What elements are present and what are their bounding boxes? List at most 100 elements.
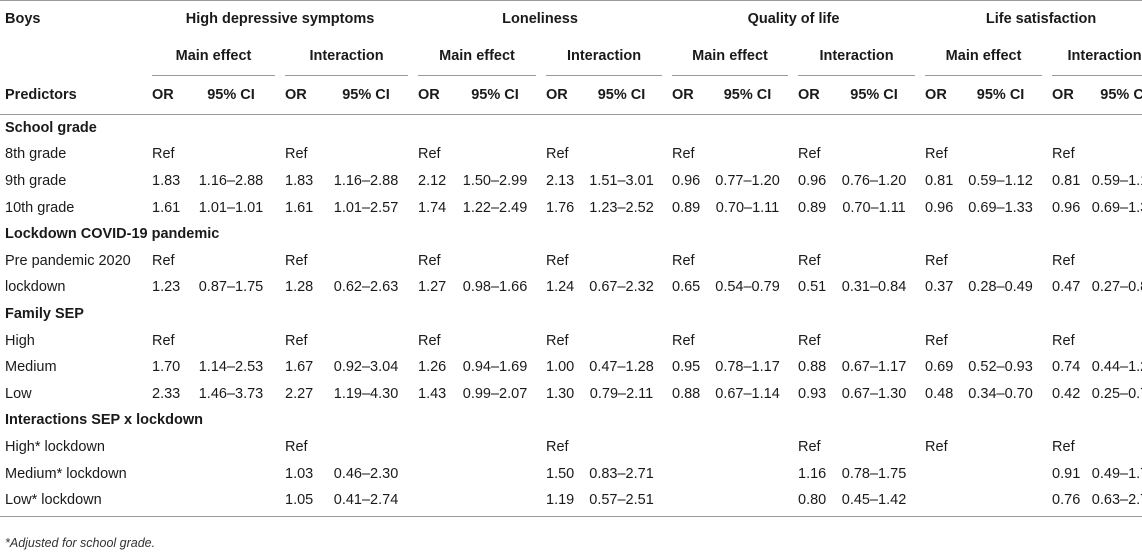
outcome-label: High depressive symptoms: [185, 11, 375, 28]
effect-header: Interaction: [280, 38, 413, 76]
effect-header: Main effect: [667, 38, 793, 76]
or-cell: 1.05: [285, 492, 314, 509]
ci-cell: 0.63–2.75: [1091, 492, 1142, 509]
or-cell: Ref: [925, 252, 948, 269]
ci-cell: [576, 434, 667, 461]
ci-cell: 1.14–2.53: [198, 359, 264, 376]
or-cell: Ref: [1052, 332, 1075, 349]
or-cell: Ref: [546, 146, 569, 163]
or-cell: 1.67: [285, 359, 314, 376]
ci-cell: 0.98–1.66: [462, 279, 528, 296]
or-cell: 0.89: [672, 199, 701, 216]
ci-cell: 0.67–2.32: [589, 279, 654, 296]
or-cell: [920, 487, 954, 514]
effect-label: Main effect: [925, 38, 1043, 76]
table-body: School grade 8th grade Ref Ref Ref Ref Ref Ref R…: [0, 115, 1142, 514]
ci-cell: 0.31–0.84: [841, 279, 907, 296]
ci-cell: 1.16–2.88: [333, 172, 399, 189]
or-cell: Ref: [285, 146, 308, 163]
or-header: OR: [920, 75, 955, 115]
or-cell: Ref: [418, 332, 441, 349]
or-cell: 1.28: [285, 279, 314, 296]
results-table: Boys High depressive symptoms Loneliness…: [0, 0, 1142, 514]
or-cell: [667, 460, 702, 487]
or-cell: 0.88: [798, 359, 827, 376]
section-title: Lockdown COVID-19 pandemic: [5, 226, 220, 243]
table-row: Pre pandemic 2020 Ref Ref Ref Ref Ref Ref Ref Re…: [0, 247, 1142, 274]
or-cell: 0.47: [1052, 279, 1081, 296]
table-row: 10th grade 1.61 1.01–1.01 1.61 1.01–2.57 1.74…: [0, 194, 1142, 221]
ci-cell: [319, 434, 413, 461]
row-label: Pre pandemic 2020: [5, 252, 131, 269]
ci-cell: 1.46–3.73: [198, 385, 264, 402]
or-cell: 1.70: [152, 359, 181, 376]
row-label: High* lockdown: [5, 438, 105, 455]
or-cell: [413, 460, 449, 487]
ci-cell: 0.87–1.75: [198, 279, 264, 296]
ci-cell: 1.22–2.49: [462, 199, 528, 216]
or-cell: Ref: [925, 332, 948, 349]
ci-cell: [1086, 247, 1142, 274]
or-cell: Ref: [672, 146, 695, 163]
table-row: Medium* lockdown 1.03 0.46–2.30 1.50 0.83–2.…: [0, 460, 1142, 487]
or-cell: [147, 434, 182, 461]
ci-cell: 1.19–4.30: [333, 385, 399, 402]
or-cell: Ref: [798, 146, 821, 163]
outcome-header-loneliness: Loneliness: [413, 1, 667, 38]
ci-cell: 0.79–2.11: [589, 385, 654, 402]
outcome-label: Loneliness: [502, 11, 578, 28]
ci-cell: 0.44–1.25: [1091, 359, 1142, 376]
or-cell: 0.69: [925, 359, 954, 376]
section-header-row: Interactions SEP x lockdown: [0, 407, 1142, 434]
table-row: Medium 1.70 1.14–2.53 1.67 0.92–3.04 1.26 0.94…: [0, 354, 1142, 381]
ci-cell: [319, 327, 413, 354]
or-cell: Ref: [152, 146, 175, 163]
outcome-header-life-satisfaction: Life satisfaction: [920, 1, 1142, 38]
or-cell: [667, 434, 702, 461]
or-cell: 0.37: [925, 279, 954, 296]
or-cell: Ref: [1052, 438, 1075, 455]
ci-cell: [449, 247, 541, 274]
or-cell: 1.00: [546, 359, 575, 376]
or-cell: 1.83: [285, 172, 314, 189]
ci-header: 95% CI: [576, 75, 668, 115]
or-cell: 0.96: [798, 172, 827, 189]
or-cell: [667, 487, 702, 514]
or-cell: [147, 460, 182, 487]
ci-cell: 1.01–2.57: [333, 199, 399, 216]
or-header: OR: [413, 75, 450, 115]
effect-label: Main effect: [672, 38, 789, 76]
or-cell: Ref: [152, 332, 175, 349]
or-header: OR: [280, 75, 319, 115]
or-cell: 1.27: [418, 279, 447, 296]
or-cell: Ref: [418, 252, 441, 269]
or-cell: 1.74: [418, 199, 447, 216]
or-cell: Ref: [798, 332, 821, 349]
ci-cell: [449, 487, 541, 514]
ci-cell: [182, 327, 280, 354]
ci-cell: [449, 434, 541, 461]
or-cell: 2.13: [546, 172, 575, 189]
or-cell: 0.65: [672, 279, 701, 296]
ci-cell: [702, 327, 793, 354]
row-label: 8th grade: [5, 146, 67, 163]
or-cell: 0.96: [925, 199, 954, 216]
ci-cell: [182, 141, 280, 168]
ci-cell: 0.70–1.11: [715, 199, 780, 216]
ci-cell: [954, 247, 1047, 274]
section-header-row: School grade: [0, 115, 1142, 142]
or-cell: 0.96: [1052, 199, 1081, 216]
ci-cell: [828, 141, 920, 168]
table-row: Low* lockdown 1.05 0.41–2.74 1.19 0.57–2.51 0…: [0, 487, 1142, 514]
ci-cell: 0.59–1.12: [1091, 172, 1142, 189]
ci-cell: [182, 247, 280, 274]
effect-label: Interaction: [546, 38, 663, 76]
effect-header: Main effect: [920, 38, 1047, 76]
effect-header: Interaction: [541, 38, 667, 76]
effect-label: Interaction: [1052, 38, 1142, 76]
or-cell: Ref: [672, 332, 695, 349]
ci-cell: [954, 141, 1047, 168]
or-cell: Ref: [798, 252, 821, 269]
or-cell: Ref: [672, 252, 695, 269]
ci-cell: [828, 247, 920, 274]
